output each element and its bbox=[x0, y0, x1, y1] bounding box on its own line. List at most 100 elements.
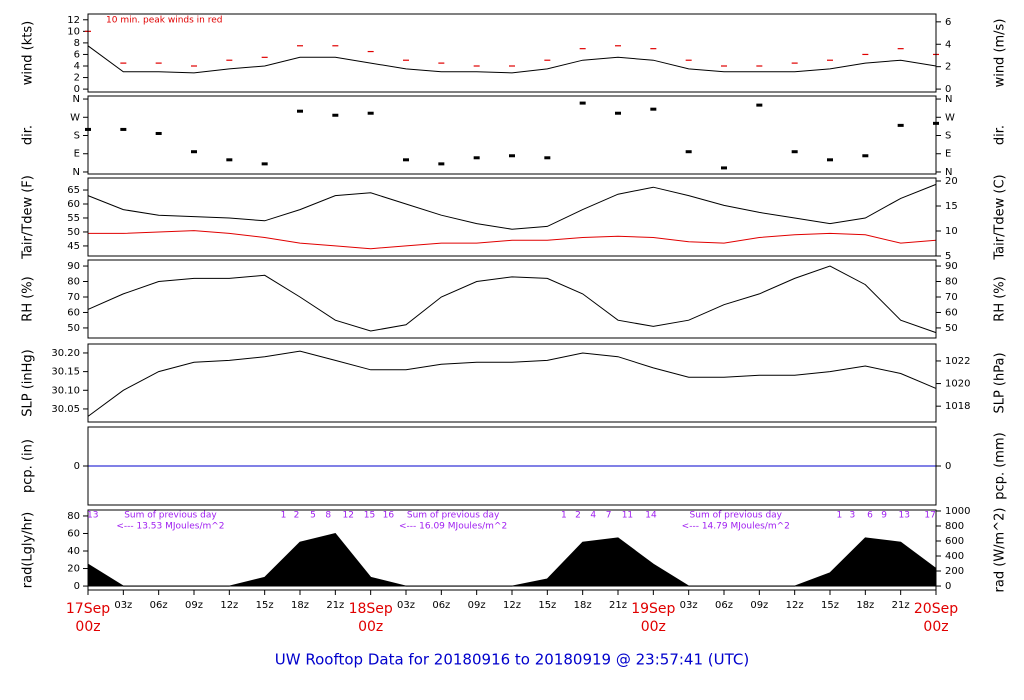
x-tick-label: 03z bbox=[114, 600, 132, 611]
y2-axis-label: pcp. (mm) bbox=[993, 432, 1008, 499]
y-tick-label: 20 bbox=[67, 564, 80, 575]
hour-mark: 13 bbox=[898, 511, 909, 521]
point bbox=[579, 101, 586, 105]
panel-frame bbox=[87, 426, 937, 506]
x-tick-label: 06z bbox=[150, 600, 168, 611]
point bbox=[332, 113, 339, 117]
x-tick-label: 03z bbox=[680, 600, 698, 611]
x-tick-label: 12z bbox=[786, 600, 804, 611]
y2-axis-label: Tair/Tdew (C) bbox=[993, 174, 1008, 260]
y-tick-label: 30.05 bbox=[51, 404, 80, 415]
y-tick-label: 60 bbox=[67, 199, 80, 210]
y2-tick-label: 10 bbox=[945, 226, 958, 237]
y2-tick-label: N bbox=[945, 94, 952, 105]
x-tick-label: 21z bbox=[609, 600, 627, 611]
hour-mark: 6 bbox=[867, 511, 873, 521]
y2-tick-label: 0 bbox=[945, 84, 951, 95]
line bbox=[87, 45, 937, 74]
x-tick-label: 15z bbox=[538, 600, 556, 611]
point bbox=[827, 158, 833, 162]
y2-tick-label: S bbox=[945, 131, 951, 142]
y-axis-label: wind (kts) bbox=[21, 21, 36, 85]
point bbox=[650, 107, 657, 111]
x-tick-label: 00z bbox=[358, 619, 383, 635]
y2-tick-label: 0 bbox=[945, 581, 951, 592]
y-tick-label: 8 bbox=[74, 38, 80, 49]
y-tick-label: 60 bbox=[67, 307, 80, 318]
daily-sum-label: Sum of previous day bbox=[690, 511, 783, 521]
x-tick-label: 21z bbox=[326, 600, 344, 611]
x-tick-label: 00z bbox=[923, 619, 948, 635]
y-tick-label: 6 bbox=[74, 49, 80, 60]
date-label: 19Sep bbox=[631, 601, 675, 617]
hour-mark: 8 bbox=[325, 511, 331, 521]
y2-tick-label: 800 bbox=[945, 521, 964, 532]
annotation: 10 min. peak winds in red bbox=[106, 16, 223, 26]
y-tick-label: 0 bbox=[74, 581, 80, 592]
y2-tick-label: 1022 bbox=[945, 356, 970, 367]
y-tick-label: 45 bbox=[67, 241, 80, 252]
y2-axis-label: dir. bbox=[993, 125, 1008, 145]
x-tick-label: 18z bbox=[291, 600, 309, 611]
line bbox=[87, 350, 937, 417]
date-label: 17Sep bbox=[66, 601, 110, 617]
y2-tick-label: 400 bbox=[945, 551, 964, 562]
y2-tick-label: N bbox=[945, 167, 952, 178]
line bbox=[87, 183, 937, 230]
point bbox=[721, 166, 727, 170]
point bbox=[509, 154, 515, 158]
x-tick-label: 21z bbox=[892, 600, 910, 611]
hour-mark: 17 bbox=[924, 511, 935, 521]
point bbox=[897, 123, 904, 127]
x-tick-label: 00z bbox=[641, 619, 666, 635]
y2-axis-label: wind (m/s) bbox=[993, 19, 1008, 88]
y-tick-label: 0 bbox=[74, 84, 80, 95]
y2-tick-label: 5 bbox=[945, 251, 951, 262]
point bbox=[367, 111, 374, 115]
y-tick-label: 10 bbox=[67, 26, 80, 37]
area bbox=[87, 532, 937, 587]
y-tick-label: W bbox=[70, 112, 80, 123]
panel-frame bbox=[87, 177, 937, 257]
y2-tick-label: 1018 bbox=[945, 401, 970, 412]
point bbox=[297, 109, 303, 113]
chart-title: UW Rooftop Data for 20180916 to 20180919… bbox=[275, 651, 749, 669]
point bbox=[544, 156, 551, 160]
daily-sum-total: <--- 13.53 MJoules/m^2 bbox=[116, 522, 224, 532]
x-tick-label: 09z bbox=[750, 600, 768, 611]
point bbox=[155, 131, 162, 135]
point bbox=[756, 103, 763, 107]
panel-frame bbox=[87, 13, 937, 93]
y2-tick-label: 15 bbox=[945, 201, 958, 212]
point bbox=[438, 162, 445, 166]
hour-mark: 2 bbox=[294, 511, 300, 521]
x-tick-label: 12z bbox=[220, 600, 238, 611]
point bbox=[615, 111, 621, 115]
y-tick-label: 12 bbox=[67, 15, 80, 26]
y2-axis-label: SLP (hPa) bbox=[993, 352, 1008, 413]
y2-tick-label: 80 bbox=[945, 277, 958, 288]
hour-mark: 5 bbox=[310, 511, 316, 521]
y-tick-label: 65 bbox=[67, 185, 80, 196]
y2-tick-label: W bbox=[945, 112, 955, 123]
y-tick-label: 40 bbox=[67, 546, 80, 557]
x-tick-label: 06z bbox=[715, 600, 733, 611]
x-tick-label: 18z bbox=[574, 600, 592, 611]
y-tick-label: S bbox=[74, 131, 80, 142]
x-tick-label: 15z bbox=[256, 600, 274, 611]
y-tick-label: 30.15 bbox=[51, 367, 80, 378]
y2-tick-label: 90 bbox=[945, 261, 958, 272]
y-tick-label: N bbox=[73, 94, 80, 105]
y2-tick-label: 50 bbox=[945, 323, 958, 334]
y2-tick-label: 0 bbox=[945, 461, 951, 472]
y-axis-label: SLP (inHg) bbox=[21, 349, 36, 417]
y-axis-label: rad(Lgly/hr) bbox=[21, 512, 36, 588]
hour-mark: 1 bbox=[281, 511, 287, 521]
y2-tick-label: 1000 bbox=[945, 506, 970, 517]
x-tick-label: 00z bbox=[75, 619, 100, 635]
point bbox=[261, 162, 268, 166]
daily-sum-total: <--- 16.09 MJoules/m^2 bbox=[399, 522, 507, 532]
hour-mark: 14 bbox=[645, 511, 657, 521]
hour-mark: 2 bbox=[575, 511, 581, 521]
y-axis-label: Tair/Tdew (F) bbox=[21, 175, 36, 260]
